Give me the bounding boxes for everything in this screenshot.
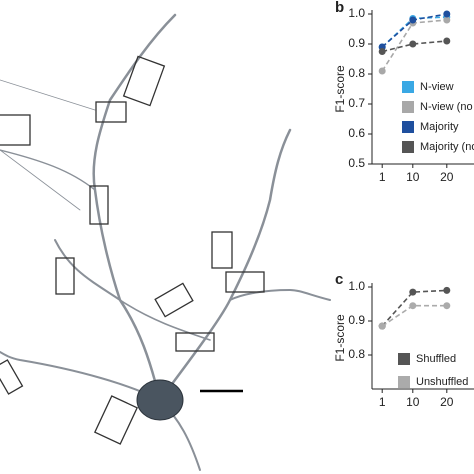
- x-tick-label: 20: [440, 170, 454, 184]
- data-point: [378, 322, 386, 330]
- data-point: [409, 302, 417, 310]
- y-tick-label: 0.9: [348, 36, 365, 50]
- x-tick-label: 20: [440, 395, 454, 409]
- legend-label: N-view (no: [420, 101, 473, 113]
- data-point: [443, 37, 451, 45]
- data-point: [443, 302, 451, 310]
- panel-label: c: [335, 271, 343, 288]
- x-tick-label: 1: [379, 170, 386, 184]
- data-point: [409, 288, 417, 296]
- y-tick-label: 0.9: [348, 313, 365, 327]
- y-tick-label: 0.5: [348, 156, 365, 170]
- y-tick-label: 1.0: [348, 6, 365, 20]
- legend-swatch: [402, 81, 414, 93]
- y-tick-label: 0.8: [348, 66, 365, 80]
- legend-swatch: [402, 121, 414, 133]
- y-axis-label: F1-score: [333, 314, 347, 362]
- legend-swatch: [398, 376, 410, 388]
- x-tick-label: 10: [406, 170, 420, 184]
- legend-label: Shuffled: [416, 353, 456, 365]
- data-point: [378, 67, 386, 75]
- data-point: [409, 16, 417, 24]
- data-point: [378, 48, 386, 55]
- y-tick-label: 0.6: [348, 126, 365, 140]
- legend-swatch: [402, 101, 414, 113]
- y-tick-label: 1.0: [348, 279, 365, 293]
- neuron-image: [0, 13, 331, 471]
- legend-label: Majority: [420, 121, 459, 133]
- data-point: [443, 10, 451, 18]
- legend-swatch: [402, 141, 414, 153]
- legend-label: Majority (no: [420, 141, 474, 153]
- x-tick-label: 1: [379, 395, 386, 409]
- y-tick-label: 0.7: [348, 96, 365, 110]
- legend-label: Unshuffled: [416, 376, 468, 388]
- series-line: [381, 289, 447, 327]
- series-line: [382, 40, 447, 53]
- series-line: [381, 304, 447, 327]
- legend-swatch: [398, 353, 410, 365]
- x-tick-label: 10: [406, 395, 420, 409]
- data-point: [443, 286, 451, 294]
- data-point: [443, 16, 451, 24]
- y-axis-label: F1-score: [333, 65, 347, 113]
- data-point: [409, 40, 417, 48]
- y-tick-label: 0.8: [348, 347, 365, 361]
- legend-label: N-view: [420, 81, 454, 93]
- panel-label: b: [335, 0, 344, 16]
